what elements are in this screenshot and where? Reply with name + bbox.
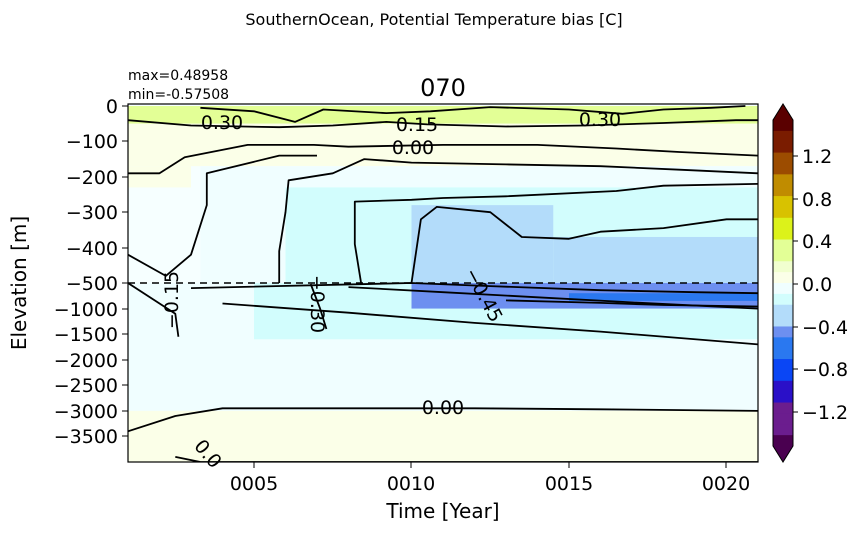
colorbar-segment — [773, 163, 793, 175]
heatmap-cell — [128, 410, 758, 462]
y-tick-label: −3500 — [54, 426, 118, 448]
contour-line — [309, 283, 328, 330]
contour-label: 0.30 — [579, 109, 621, 131]
colorbar-extend-max — [773, 104, 793, 120]
y-axis-label: Elevation [m] — [7, 216, 31, 350]
contour-line — [505, 299, 758, 308]
colorbar-outline — [772, 103, 794, 463]
colorbar-segment — [773, 174, 793, 186]
colorbar-ticks: 1.2 0.8 0.4 0.0 −0.4 −0.8 −1.2 — [793, 146, 848, 424]
colorbar-tick-label: 0.4 — [802, 231, 832, 253]
colorbar-tick-label: −0.8 — [802, 359, 848, 381]
colorbar-segment — [773, 402, 793, 414]
y-tick-label: −3000 — [54, 401, 118, 423]
colorbar-segment — [773, 272, 793, 284]
colorbar-segment — [773, 217, 793, 230]
contour-label: 0.00 — [422, 397, 464, 419]
y-tick-label: −2500 — [54, 375, 118, 397]
colorbar-segment — [773, 326, 793, 338]
colorbar-segment — [773, 424, 793, 436]
contour-line — [353, 183, 758, 284]
min-stat: min=-0.57508 — [128, 87, 229, 103]
contour-line — [128, 144, 758, 175]
y-tick-label: −1000 — [54, 299, 118, 321]
colorbar-segments — [773, 120, 793, 447]
colorbar-segment — [773, 130, 793, 143]
colorbar-tick-label: −0.4 — [802, 317, 848, 339]
heatmap-cell — [569, 293, 758, 301]
colorbar-segment — [773, 283, 793, 295]
colorbar-segment — [773, 250, 793, 262]
colorbar-segment — [773, 380, 793, 393]
panel-title: 070 — [420, 74, 466, 102]
colorbar-segment — [773, 141, 793, 154]
x-tick-label: 0015 — [545, 473, 593, 495]
y-tick-label: −200 — [66, 167, 118, 189]
colorbar-segment — [773, 359, 793, 371]
colorbar-segment — [773, 348, 793, 360]
contour-line — [128, 282, 180, 337]
colorbar-segment — [773, 120, 793, 132]
contour-lines — [128, 105, 758, 462]
contour-line — [278, 158, 758, 283]
heatmap-cell — [553, 236, 758, 283]
y-axis-lower: −1000 −1500 −2000 −2500 −3000 −3500 — [54, 299, 128, 448]
colorbar-tick-label: −1.2 — [802, 402, 848, 424]
colorbar-tick-label: 0.0 — [802, 274, 832, 296]
contour-line — [200, 105, 746, 123]
colorbar-segment — [773, 152, 793, 165]
colorbar-segment — [773, 304, 793, 317]
colorbar-tick-label: 1.2 — [802, 146, 832, 168]
y-tick-label: −1500 — [54, 324, 118, 346]
contour-label: −0.30 — [306, 275, 328, 333]
max-stat: max=0.48958 — [128, 68, 228, 84]
colorbar-segment — [773, 315, 793, 328]
y-tick-label: −300 — [66, 202, 118, 224]
y-axis-upper: 0 −100 −200 −300 −400 −500 — [66, 96, 128, 295]
colorbar-segment — [773, 337, 793, 349]
contour-line — [128, 119, 758, 129]
contour-line — [128, 407, 758, 433]
colorbar-segment — [773, 413, 793, 425]
colorbar-segment — [773, 206, 793, 219]
colorbar-segment — [773, 239, 793, 251]
colorbar-segment — [773, 369, 793, 382]
x-axis: 0005 0010 0015 0020 — [230, 462, 750, 495]
colorbar-segment — [773, 185, 793, 197]
y-tick-label: −500 — [66, 273, 118, 295]
y-tick-label: −100 — [66, 131, 118, 153]
contour-line — [128, 154, 317, 277]
colorbar-segment — [773, 435, 793, 447]
suptitle: SouthernOcean, Potential Temperature bia… — [245, 10, 622, 29]
colorbar-segment — [773, 391, 793, 404]
heatmap-cell — [128, 166, 191, 188]
contour-line — [175, 456, 758, 462]
x-axis-label: Time [Year] — [385, 499, 499, 523]
y-tick-label: 0 — [106, 96, 118, 118]
contour-label: 0.30 — [201, 112, 243, 134]
contour-line — [410, 206, 758, 284]
x-tick-label: 0010 — [387, 473, 435, 495]
heatmap-cell — [411, 205, 554, 283]
colorbar-segment — [773, 293, 793, 306]
colorbar-extend-min — [773, 446, 793, 462]
contour-label: 0.15 — [396, 114, 438, 136]
contour-line — [190, 282, 758, 295]
colorbar-tick-label: 0.8 — [802, 189, 832, 211]
x-tick-label: 0005 — [230, 473, 278, 495]
heatmap-field — [128, 104, 758, 462]
contour-label: 0.00 — [392, 137, 434, 159]
colorbar-segment — [773, 228, 793, 241]
colorbar-segment — [773, 196, 793, 208]
contour-label: −0.15 — [161, 271, 183, 329]
colorbar-segment — [773, 261, 793, 273]
x-tick-label: 0020 — [702, 473, 750, 495]
y-tick-label: −2000 — [54, 350, 118, 372]
colorbar: 1.2 0.8 0.4 0.0 −0.4 −0.8 −1.2 — [772, 103, 848, 463]
y-tick-label: −400 — [66, 238, 118, 260]
contour-line — [222, 302, 758, 346]
